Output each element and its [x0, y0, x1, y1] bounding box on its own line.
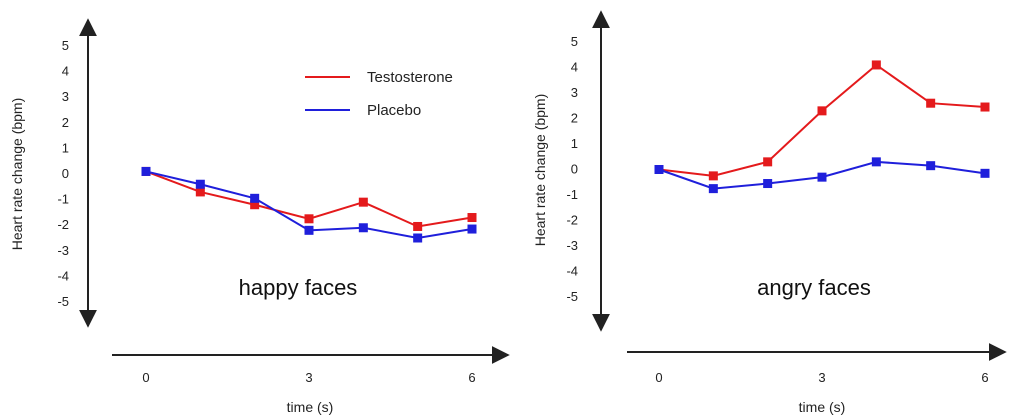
y-tick-labels: 5 4 3 2 1 0 -1 -2 -3 -4 -5: [566, 34, 578, 304]
y-tick-label: -5: [57, 294, 69, 309]
panel-happy-faces: 5 4 3 2 1 0 -1 -2 -3 -4 -5 0 3 6 time (s) Heart rate…: [9, 18, 510, 415]
y-tick-label: 2: [62, 115, 69, 130]
y-tick-label: 5: [62, 38, 69, 53]
y-tick-label: 5: [571, 34, 578, 49]
panel-annotation: happy faces: [239, 275, 358, 300]
data-point-testosterone: [871, 60, 881, 70]
x-tick-label: 6: [981, 370, 988, 385]
data-point-testosterone: [195, 187, 205, 197]
data-point-placebo: [250, 193, 260, 203]
data-point-testosterone: [817, 106, 827, 116]
y-tick-label: -3: [566, 238, 578, 253]
data-point-testosterone: [980, 102, 990, 112]
y-tick-label: 0: [571, 162, 578, 177]
data-point-testosterone: [926, 98, 936, 108]
y-axis-label: Heart rate change (bpm): [532, 94, 548, 247]
data-point-placebo: [304, 225, 314, 235]
x-tick-label: 0: [655, 370, 662, 385]
y-tick-label: 3: [571, 85, 578, 100]
legend: Testosterone Placebo: [305, 69, 453, 119]
data-point-placebo: [358, 223, 368, 233]
y-tick-label: 4: [62, 64, 69, 79]
data-point-testosterone: [250, 200, 260, 210]
y-tick-label: -3: [57, 243, 69, 258]
y-tick-label: -1: [566, 187, 578, 202]
data-point-placebo: [654, 165, 664, 174]
data-point-placebo: [980, 168, 990, 178]
data-point-testosterone: [413, 221, 423, 231]
data-point-placebo: [871, 157, 881, 167]
x-tick-label: 3: [818, 370, 825, 385]
data-point-placebo: [708, 184, 718, 194]
data-point-testosterone: [304, 214, 314, 224]
data-point-testosterone: [708, 171, 718, 181]
x-tick-label: 3: [305, 370, 312, 385]
data-point-placebo: [141, 166, 151, 176]
legend-label-testosterone: Testosterone: [367, 69, 453, 86]
y-tick-label: -4: [566, 264, 578, 279]
data-point-testosterone: [467, 213, 477, 223]
y-tick-label: 1: [571, 136, 578, 151]
data-point-placebo: [195, 179, 205, 189]
y-tick-label: -2: [57, 217, 69, 232]
data-point-placebo: [817, 172, 827, 182]
panel-angry-faces: 5 4 3 2 1 0 -1 -2 -3 -4 -5 0 3 6 time (s) Heart rate…: [532, 10, 1007, 415]
x-tick-labels: 0 3 6: [655, 370, 988, 385]
y-axis-label: Heart rate change (bpm): [9, 98, 25, 251]
x-tick-label: 0: [142, 370, 149, 385]
x-tick-label: 6: [468, 370, 475, 385]
y-tick-label: 0: [62, 166, 69, 181]
data-point-placebo: [467, 224, 477, 234]
data-point-placebo: [413, 233, 423, 243]
y-tick-label: -5: [566, 289, 578, 304]
series-layer: [141, 166, 477, 243]
legend-label-placebo: Placebo: [367, 102, 421, 119]
x-axis-label: time (s): [287, 399, 334, 415]
series-layer: [654, 60, 990, 194]
panel-annotation: angry faces: [757, 275, 871, 300]
data-point-placebo: [763, 179, 773, 189]
y-tick-label: 4: [571, 60, 578, 75]
y-tick-label: 1: [62, 140, 69, 155]
series-line-testosterone: [658, 63, 986, 177]
data-point-testosterone: [763, 157, 773, 167]
y-tick-label: -4: [57, 268, 69, 283]
y-tick-label: 3: [62, 89, 69, 104]
x-tick-labels: 0 3 6: [142, 370, 475, 385]
y-tick-label: -1: [57, 192, 69, 207]
y-tick-label: -2: [566, 213, 578, 228]
data-point-testosterone: [358, 197, 368, 207]
x-axis-label: time (s): [799, 399, 846, 415]
y-tick-labels: 5 4 3 2 1 0 -1 -2 -3 -4 -5: [57, 38, 69, 309]
data-point-placebo: [926, 161, 936, 171]
y-tick-label: 2: [571, 111, 578, 126]
